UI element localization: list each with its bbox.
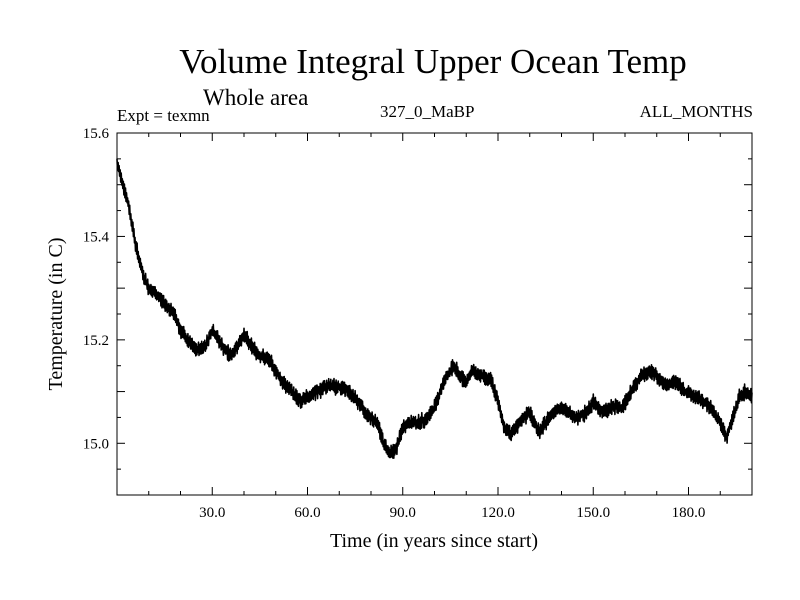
x-tick-label: 180.0 <box>672 505 706 521</box>
y-tick-labels: 15.0 15.2 15.4 15.6 <box>83 126 110 452</box>
experiment-label: Expt = texmn <box>117 106 210 125</box>
chart-subtitle: Whole area <box>203 85 309 110</box>
x-tick-label: 30.0 <box>199 505 225 521</box>
x-axis-label: Time (in years since start) <box>330 530 538 552</box>
chart-title: Volume Integral Upper Ocean Temp <box>179 42 687 81</box>
x-tick-labels: 30.0 60.0 90.0 120.0 150.0 180.0 <box>199 505 705 521</box>
months-label: ALL_MONTHS <box>639 102 753 121</box>
series-line <box>116 158 753 460</box>
axis-ticks <box>117 133 752 495</box>
series-layer <box>116 158 753 460</box>
x-tick-label: 90.0 <box>390 505 416 521</box>
y-tick-label: 15.0 <box>83 436 109 452</box>
x-tick-label: 60.0 <box>294 505 320 521</box>
period-label: 327_0_MaBP <box>380 102 475 121</box>
y-axis-label: Temperature (in C) <box>45 238 67 391</box>
y-tick-label: 15.4 <box>83 229 110 245</box>
y-tick-label: 15.2 <box>83 333 109 349</box>
x-tick-label: 120.0 <box>481 505 515 521</box>
y-tick-label: 15.6 <box>83 126 110 142</box>
plot-frame <box>116 132 753 496</box>
x-tick-label: 150.0 <box>576 505 610 521</box>
